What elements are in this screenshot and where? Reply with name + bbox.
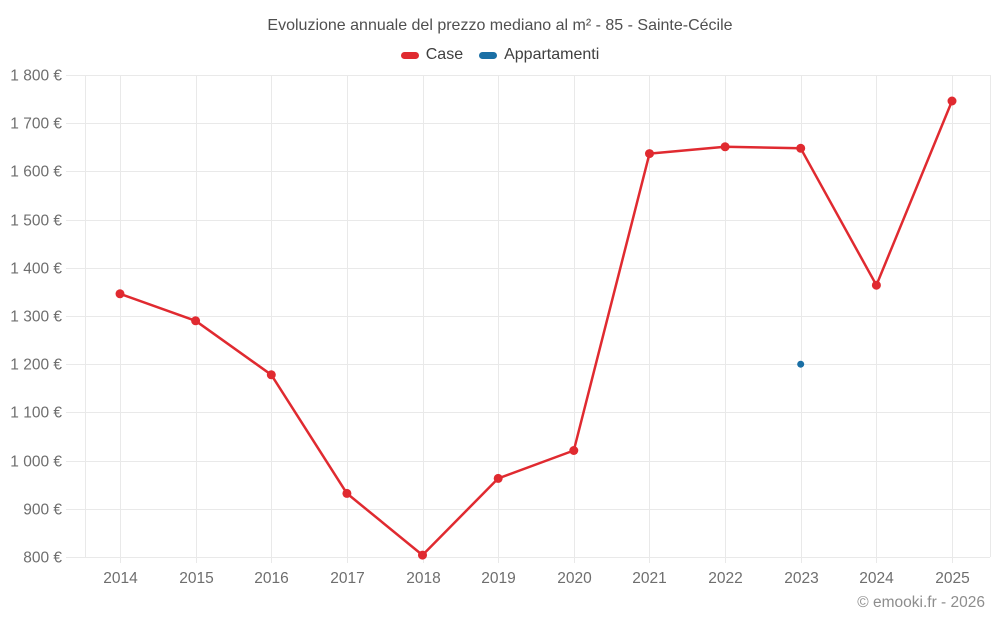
appartamenti-point <box>797 360 805 368</box>
x-tick-label: 2019 <box>481 570 515 587</box>
y-tick-label: 900 € <box>23 502 62 519</box>
y-tick-label: 1 300 € <box>10 309 62 326</box>
case-point <box>418 550 427 560</box>
y-tick-label: 1 500 € <box>10 213 62 230</box>
case-point <box>266 370 276 380</box>
x-tick-label: 2021 <box>632 570 666 587</box>
legend-item-appartamenti[interactable]: Appartamenti <box>479 46 599 64</box>
y-tick-label: 1 400 € <box>10 261 62 278</box>
case-point <box>493 473 503 483</box>
legend-label-case: Case <box>425 46 464 63</box>
y-tick-label: 1 000 € <box>10 454 62 471</box>
copyright-note: © emooki.fr - 2026 <box>857 594 985 611</box>
x-tick-label: 2017 <box>330 570 364 587</box>
y-tick-label: 1 200 € <box>10 357 62 374</box>
case-point <box>645 149 654 159</box>
case-point <box>796 143 806 153</box>
x-tick-label: 2023 <box>784 570 818 587</box>
y-tick-label: 800 € <box>23 550 62 567</box>
x-tick-label: 2020 <box>557 570 592 587</box>
legend: Case Appartamenti <box>0 46 1000 64</box>
x-tick-label: 2024 <box>859 570 894 587</box>
case-point <box>569 446 579 455</box>
y-tick-label: 1 800 € <box>10 68 62 85</box>
case-point <box>342 488 352 498</box>
case-line <box>119 100 954 557</box>
appartamenti-swatch-icon <box>479 51 498 59</box>
case-point <box>871 280 881 290</box>
y-tick-label: 1 700 € <box>10 116 62 133</box>
x-tick-label: 2014 <box>103 570 138 587</box>
case-point <box>191 316 201 326</box>
x-tick-label: 2022 <box>708 570 742 587</box>
x-tick-label: 2015 <box>179 570 213 587</box>
y-tick-label: 1 600 € <box>10 164 62 181</box>
legend-item-case[interactable]: Case <box>400 46 464 64</box>
case-point <box>720 142 730 152</box>
case-point <box>115 289 125 299</box>
legend-label-appartamenti: Appartamenti <box>504 46 600 63</box>
case-point <box>947 96 957 106</box>
x-tick-label: 2016 <box>254 570 288 587</box>
y-tick-label: 1 100 € <box>10 405 62 422</box>
x-tick-label: 2018 <box>406 570 440 587</box>
chart-title: Evoluzione annuale del prezzo mediano al… <box>267 17 733 34</box>
x-tick-label: 2025 <box>935 570 969 587</box>
case-swatch-icon <box>400 51 419 59</box>
